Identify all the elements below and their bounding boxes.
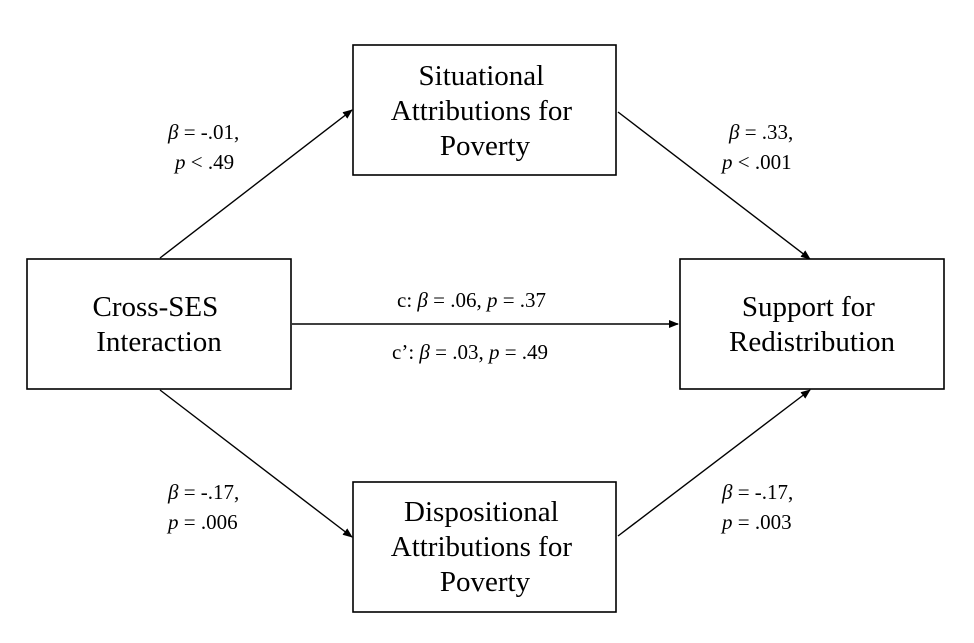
node-dispositional-line-1: Dispositional: [404, 496, 559, 528]
beta-symbol: β: [728, 120, 740, 144]
p-value: = .006: [179, 510, 238, 534]
svg-text:p < .001: p < .001: [720, 150, 792, 174]
label-path-b-situational: β = .33, p < .001: [720, 120, 793, 174]
node-cross-ses-line-1: Cross-SES: [93, 291, 219, 323]
node-support-line-1: Support for: [742, 291, 875, 323]
beta-value: = -.17,: [732, 480, 793, 504]
svg-text:p < .49: p < .49: [173, 150, 234, 174]
svg-text:c: β = .06, p = .37: c: β = .06, p = .37: [397, 288, 546, 312]
p-symbol: p: [173, 150, 186, 174]
label-path-c-direct: c’: β = .03, p = .49: [392, 340, 548, 364]
c-prefix: c:: [397, 288, 417, 312]
node-situational-line-2: Attributions for: [391, 95, 573, 127]
svg-text:Situational Attributions: Situational Attributions for Poverty: [391, 60, 580, 162]
beta-value: = -.17,: [178, 480, 239, 504]
svg-text:p = .003: p = .003: [720, 510, 792, 534]
svg-text:p = .006: p = .006: [166, 510, 238, 534]
node-situational-line-3: Poverty: [440, 130, 531, 162]
beta-symbol: β: [167, 480, 179, 504]
svg-text:Dispositional Attributio: Dispositional Attributions for Poverty: [391, 496, 580, 598]
beta-symbol: β: [167, 120, 179, 144]
p-symbol: p: [485, 288, 498, 312]
svg-text:β = -.01,: β = -.01,: [167, 120, 239, 144]
node-support-for-redistribution: Support for Redistribution: [679, 258, 945, 390]
svg-text:β = .33,: β = .33,: [728, 120, 793, 144]
svg-text:Support for Redistributi: Support for Redistribution: [729, 291, 895, 358]
svg-text:β = -.17,: β = -.17,: [167, 480, 239, 504]
label-path-c-total: c: β = .06, p = .37: [397, 288, 546, 312]
node-situational-line-1: Situational: [419, 60, 545, 92]
c-prime-prefix: c’:: [392, 340, 419, 364]
label-path-a-situational: β = -.01, p < .49: [167, 120, 239, 174]
path-a-dispositional-arrow: [159, 389, 353, 538]
path-b-situational-arrow: [617, 111, 811, 260]
p-symbol: p: [720, 150, 733, 174]
p-value: < .001: [733, 150, 792, 174]
beta-value: = -.01,: [178, 120, 239, 144]
node-situational-attributions: Situational Attributions for Poverty: [352, 44, 617, 176]
path-a-situational-arrow: [159, 109, 353, 259]
beta-value: = .03,: [430, 340, 489, 364]
beta-symbol: β: [416, 288, 428, 312]
label-path-b-dispositional: β = -.17, p = .003: [720, 480, 793, 534]
p-value: = .49: [499, 340, 548, 364]
p-symbol: p: [720, 510, 733, 534]
node-cross-ses-line-2: Interaction: [96, 326, 222, 358]
svg-text:Cross-SES Interaction: Cross-SES Interaction: [93, 291, 226, 358]
p-symbol: p: [166, 510, 179, 534]
beta-value: = .33,: [739, 120, 793, 144]
path-b-dispositional-arrow: [617, 389, 811, 537]
svg-text:β = -.17,: β = -.17,: [721, 480, 793, 504]
p-symbol: p: [487, 340, 500, 364]
beta-value: = .06,: [428, 288, 487, 312]
svg-text:c’: β = .03, p = .49: c’: β = .03, p = .49: [392, 340, 548, 364]
p-value: = .37: [497, 288, 546, 312]
p-value: = .003: [733, 510, 792, 534]
node-dispositional-attributions: Dispositional Attributions for Poverty: [352, 481, 617, 613]
node-cross-ses-interaction: Cross-SES Interaction: [26, 258, 292, 390]
beta-symbol: β: [721, 480, 733, 504]
p-value: < .49: [186, 150, 235, 174]
node-dispositional-line-2: Attributions for: [391, 531, 573, 563]
label-path-a-dispositional: β = -.17, p = .006: [166, 480, 239, 534]
node-dispositional-line-3: Poverty: [440, 566, 531, 598]
node-support-line-2: Redistribution: [729, 326, 895, 358]
beta-symbol: β: [418, 340, 430, 364]
